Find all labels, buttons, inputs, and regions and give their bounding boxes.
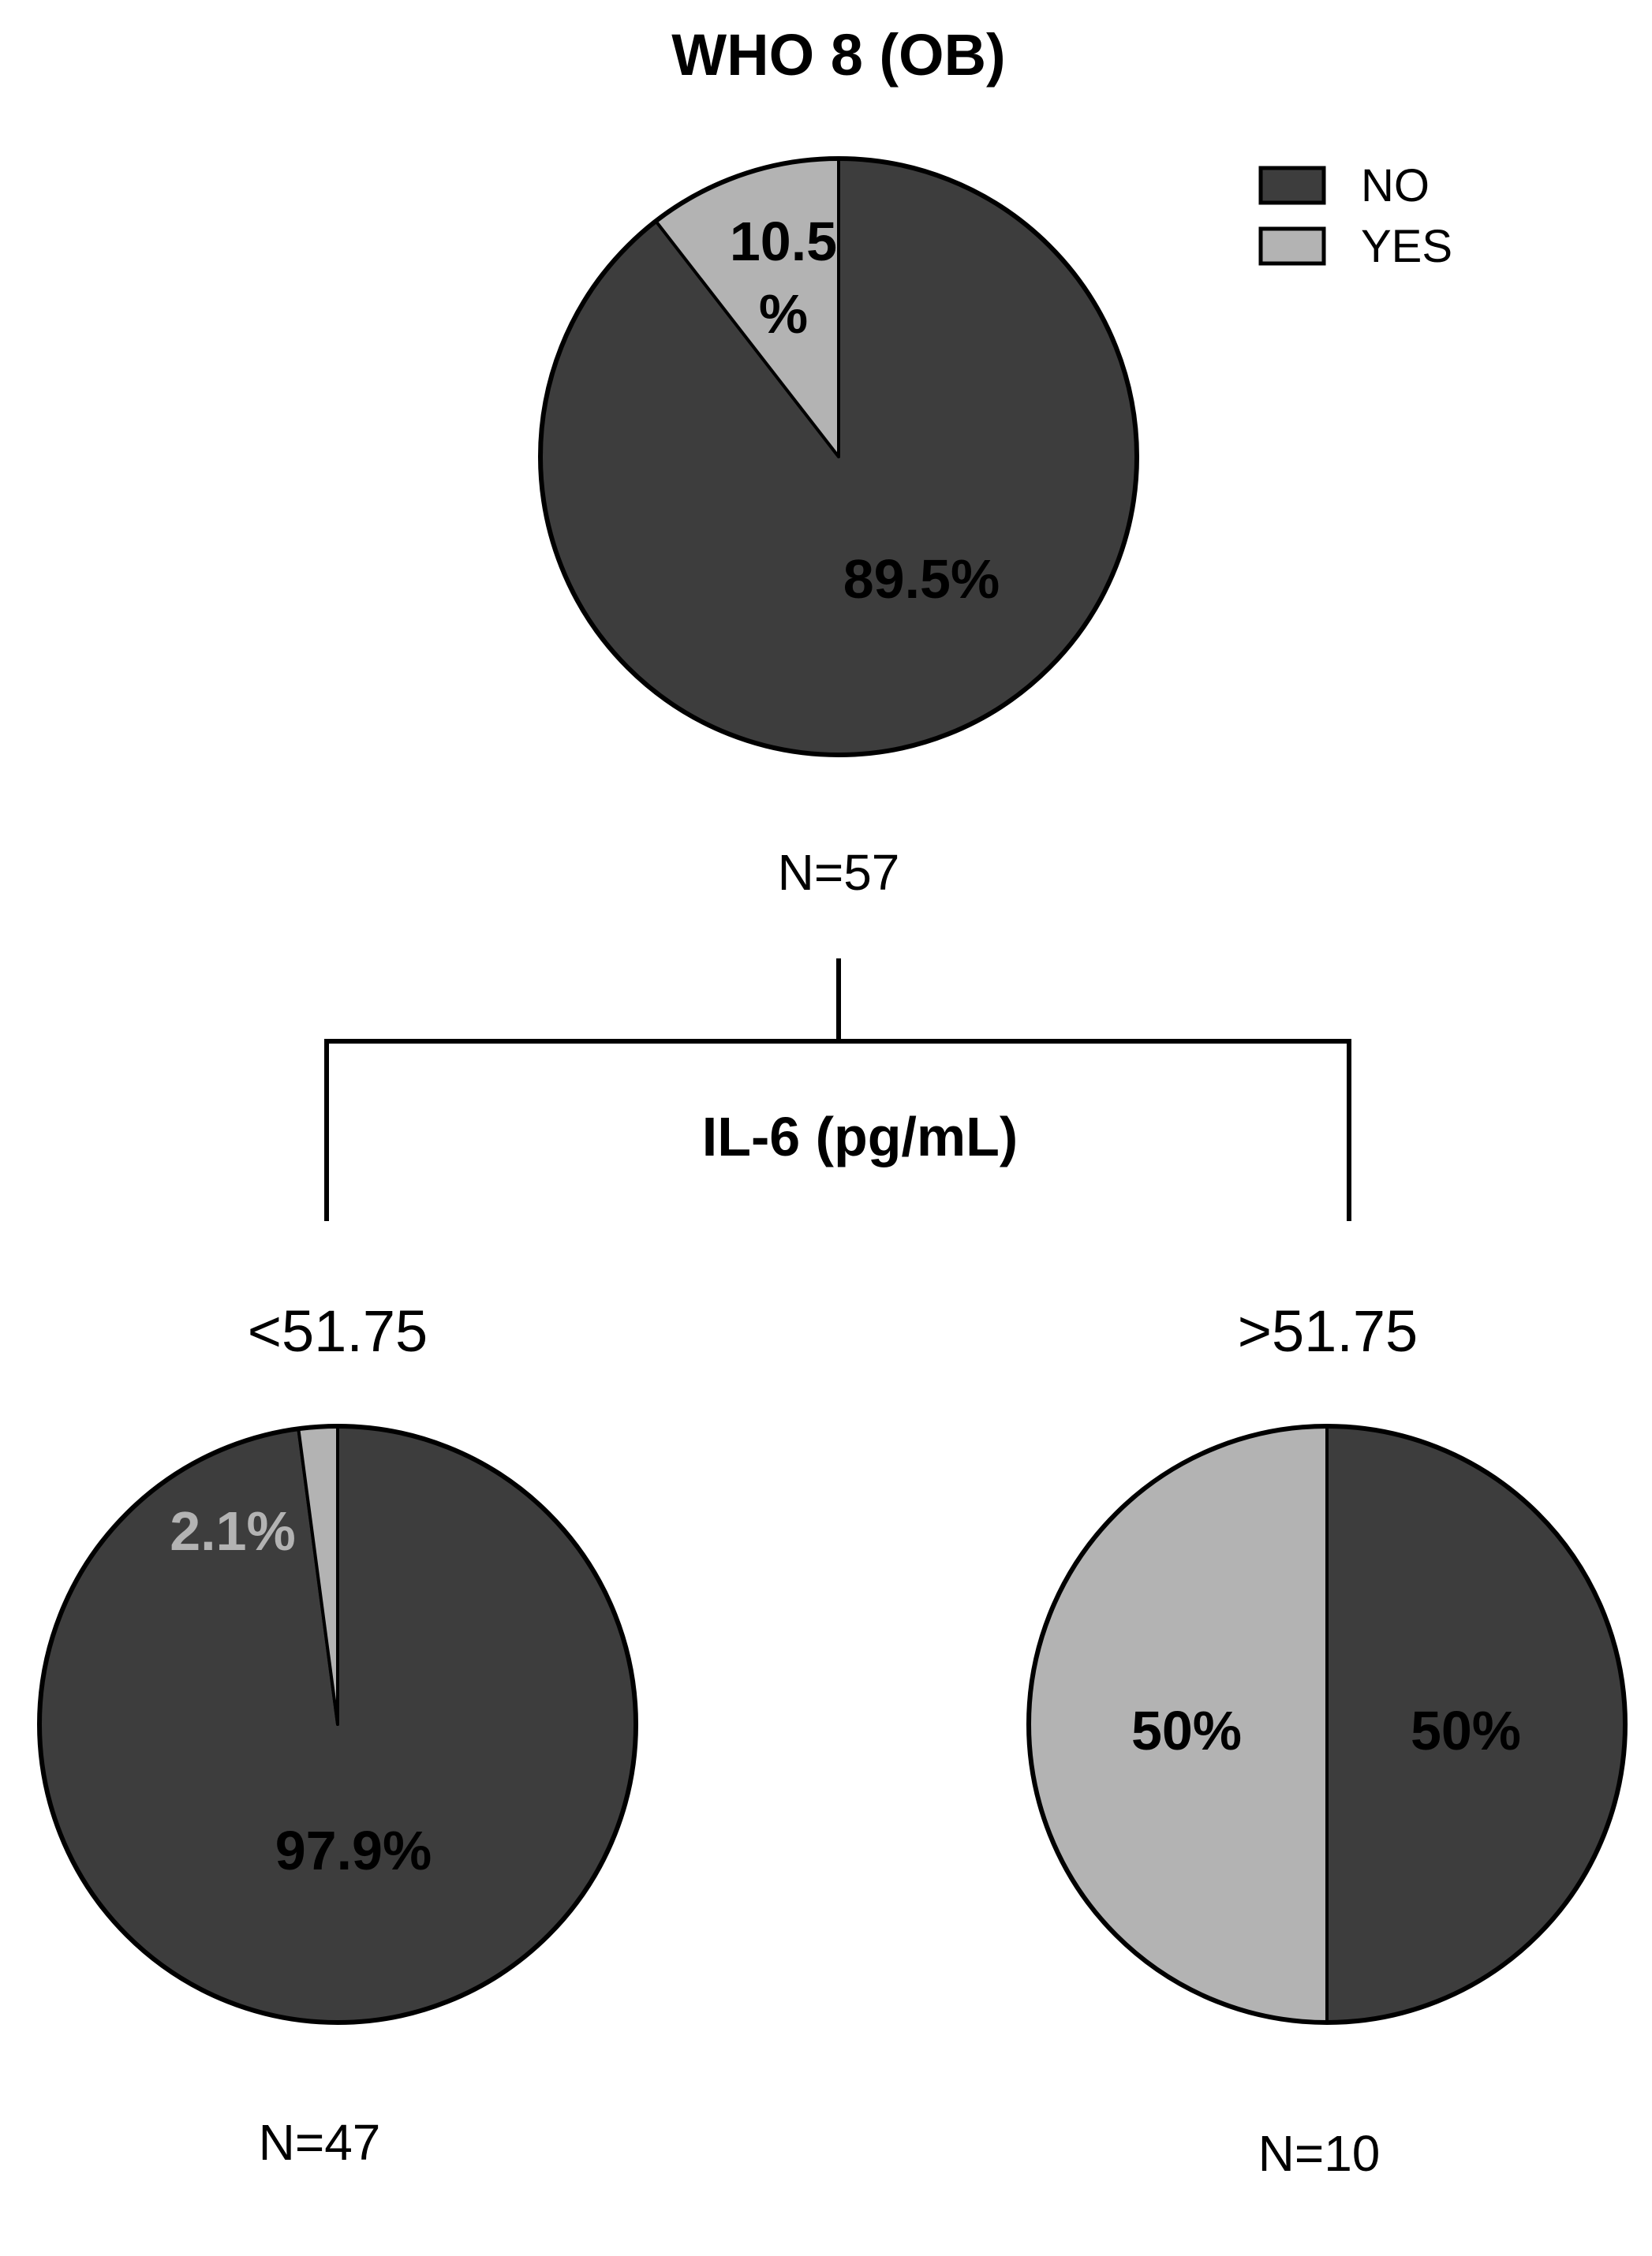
legend-item-yes: YES [1258, 221, 1452, 272]
pie1-outline [37, 1424, 638, 2025]
pie-who8-ob [538, 156, 1139, 757]
n-label-below: N=47 [259, 2114, 381, 2171]
n-label-above: N=10 [1258, 2125, 1381, 2182]
legend-swatch-yes [1258, 226, 1326, 266]
pie0-outline [538, 156, 1139, 757]
pie2-outline [1026, 1424, 1628, 2025]
chart-title: WHO 8 (OB) [671, 22, 1005, 88]
split-variable-label: IL-6 (pg/mL) [702, 1106, 1018, 1167]
pie2-no-label: 50% [1411, 1700, 1521, 1761]
pie1-yes-label: 2.1% [170, 1500, 296, 1562]
legend-swatch-no [1258, 166, 1326, 205]
pie2-yes-label: 50% [1131, 1700, 1242, 1761]
legend-label-yes: YES [1361, 221, 1452, 272]
branch-label-below: <51.75 [248, 1298, 428, 1364]
pie0-yes-label-line1: 10.5 [730, 211, 837, 272]
legend-label-no: NO [1361, 160, 1430, 211]
pie0-yes-label-line2: % [759, 283, 808, 345]
legend-item-no: NO [1258, 160, 1430, 211]
branch-label-above: >51.75 [1238, 1298, 1418, 1364]
pie-il6-below [37, 1424, 638, 2025]
tree-connector [324, 958, 1351, 1221]
pie0-no-label: 89.5% [843, 548, 1000, 610]
legend: NO YES [1258, 160, 1452, 272]
n-label-root: N=57 [778, 844, 900, 901]
pie1-no-label: 97.9% [275, 1820, 432, 1881]
pie-il6-above [1026, 1424, 1628, 2025]
